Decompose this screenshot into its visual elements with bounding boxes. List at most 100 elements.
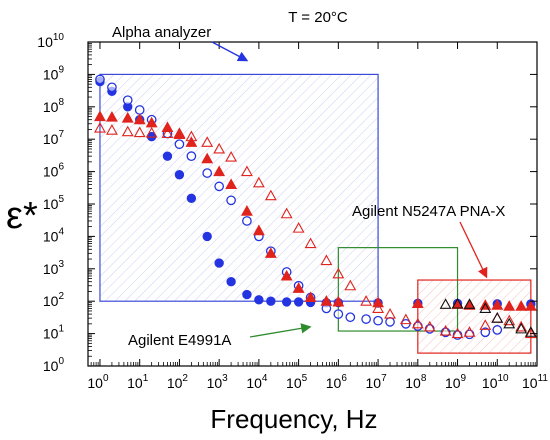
series-2-point-26 [424, 324, 435, 334]
series-1-point-16 [293, 297, 304, 307]
x-axis-label: Frequency, Hz [210, 404, 377, 434]
series-3-point-3 [121, 111, 134, 123]
y-tick-label-10: 1010 [37, 32, 64, 50]
series-5-point-4 [479, 302, 492, 313]
series-4-point-14 [264, 189, 277, 201]
series-4-point-17 [304, 237, 317, 249]
series-2-point-7 [174, 139, 185, 150]
series-4 [94, 121, 537, 339]
series-2-point-19 [333, 309, 344, 319]
series-4-point-1 [94, 121, 106, 133]
series-3-point-14 [264, 247, 277, 258]
series-4-point-4 [133, 126, 146, 138]
y-tick-label-7: 107 [43, 129, 65, 147]
annotation-agilent-e4991a: Agilent E4991A [128, 332, 231, 349]
series-4-point-32 [503, 314, 516, 326]
series-3-point-5 [145, 116, 158, 128]
series-2-point-29 [464, 329, 475, 340]
series-3-point-15 [280, 269, 293, 281]
y-tick-label-2: 102 [43, 291, 65, 309]
series-3-point-2 [105, 110, 118, 122]
x-tick-label-8: 108 [405, 373, 427, 391]
series-4-point-15 [280, 207, 293, 219]
y-tick-label-5: 105 [43, 194, 65, 212]
x-tick-label-6: 106 [326, 373, 348, 391]
series-2-point-31 [492, 325, 503, 335]
series-5 [439, 297, 537, 337]
series-4-point-8 [185, 130, 198, 142]
series-2-point-4 [134, 105, 145, 115]
series-3 [94, 110, 537, 311]
series-1-point-9 [202, 231, 212, 242]
regions-layer [99, 73, 532, 354]
series-4-point-30 [479, 319, 492, 330]
series-2-point-20 [345, 312, 356, 323]
series-2 [95, 74, 503, 340]
series-2-point-9 [202, 168, 213, 178]
y-tick-label-1: 101 [43, 324, 65, 342]
series-3-point-12 [240, 205, 253, 216]
series-2-point-8 [186, 151, 197, 161]
series-1-point-13 [254, 295, 264, 305]
series-2-point-11 [226, 195, 236, 206]
annotation-agilent-n5247a: Agilent N5247A PNA-X [352, 203, 505, 220]
y-tick-label-4: 104 [43, 226, 65, 244]
series-4-point-25 [411, 317, 424, 329]
series-3-point-8 [185, 136, 198, 147]
series-2-point-3 [122, 95, 133, 106]
x-tick-label-3: 103 [207, 373, 229, 391]
x-tick-label-4: 104 [246, 373, 268, 391]
series-1-point-7 [174, 170, 185, 180]
series-3-point-4 [133, 113, 146, 125]
series-4-point-29 [463, 326, 476, 337]
series-1-point-15 [281, 297, 292, 307]
series-4-point-22 [372, 302, 385, 313]
series-3-point-11 [225, 178, 238, 190]
series-3-point-1 [94, 110, 106, 122]
series-3-point-19 [332, 295, 345, 307]
annotation-alpha-analyzer: Alpha analyzer [112, 24, 211, 41]
series-1-point-14 [266, 296, 276, 306]
series-3-point-9 [201, 152, 214, 164]
series-3-point-16 [292, 282, 305, 293]
series-5-point-2 [451, 297, 464, 309]
region-box-3 [417, 279, 532, 354]
x-tick-label-7: 107 [366, 373, 388, 391]
arrow-agilent-n5247a [459, 221, 488, 279]
series-4-point-2 [105, 124, 118, 135]
series-4-point-10 [213, 142, 226, 154]
series-3-point-18 [320, 295, 333, 306]
y-tick-label-0: 100 [43, 356, 65, 374]
series-2-point-30 [480, 327, 491, 338]
x-tick-label-11: 1011 [522, 373, 548, 391]
x-tick-label-9: 109 [445, 373, 467, 391]
series-4-point-24 [399, 313, 412, 325]
y-tick-label-8: 108 [43, 97, 65, 115]
series-5-point-1 [439, 298, 452, 309]
series-2-point-23 [385, 317, 395, 327]
series-3-point-27 [515, 300, 528, 311]
series-2-point-1 [95, 74, 105, 85]
region-box-1 [99, 73, 379, 302]
y-tick-label-3: 103 [43, 259, 65, 277]
arrow-alpha-analyzer [211, 41, 249, 62]
series-3-point-6 [161, 121, 174, 133]
series-4-point-20 [344, 279, 357, 291]
series-4-point-21 [360, 295, 373, 306]
series-3-point-28 [524, 300, 537, 311]
series-4-point-12 [240, 165, 253, 177]
series-4-point-27 [439, 324, 452, 336]
series-4-point-6 [161, 127, 174, 139]
series-4-point-5 [145, 126, 158, 138]
series-5-point-7 [515, 322, 528, 334]
arrow-agilent-e4991a [249, 323, 312, 338]
axes-layer: 100 101 102 103 104 105 106 107 108 109 1010 1011 10… [37, 32, 548, 391]
series-4-point-9 [201, 136, 214, 147]
series-5-point-6 [503, 317, 516, 329]
series-4-point-18 [320, 254, 333, 266]
series-1-point-12 [242, 289, 252, 300]
series-1-point-8 [186, 193, 197, 203]
series-4-point-11 [225, 150, 238, 162]
